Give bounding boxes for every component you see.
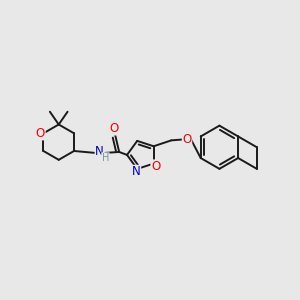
Text: O: O	[110, 122, 119, 135]
Text: H: H	[102, 153, 109, 163]
Text: O: O	[36, 127, 45, 140]
Text: N: N	[95, 146, 104, 158]
Text: O: O	[151, 160, 160, 173]
Text: O: O	[182, 133, 192, 146]
Text: N: N	[132, 165, 141, 178]
